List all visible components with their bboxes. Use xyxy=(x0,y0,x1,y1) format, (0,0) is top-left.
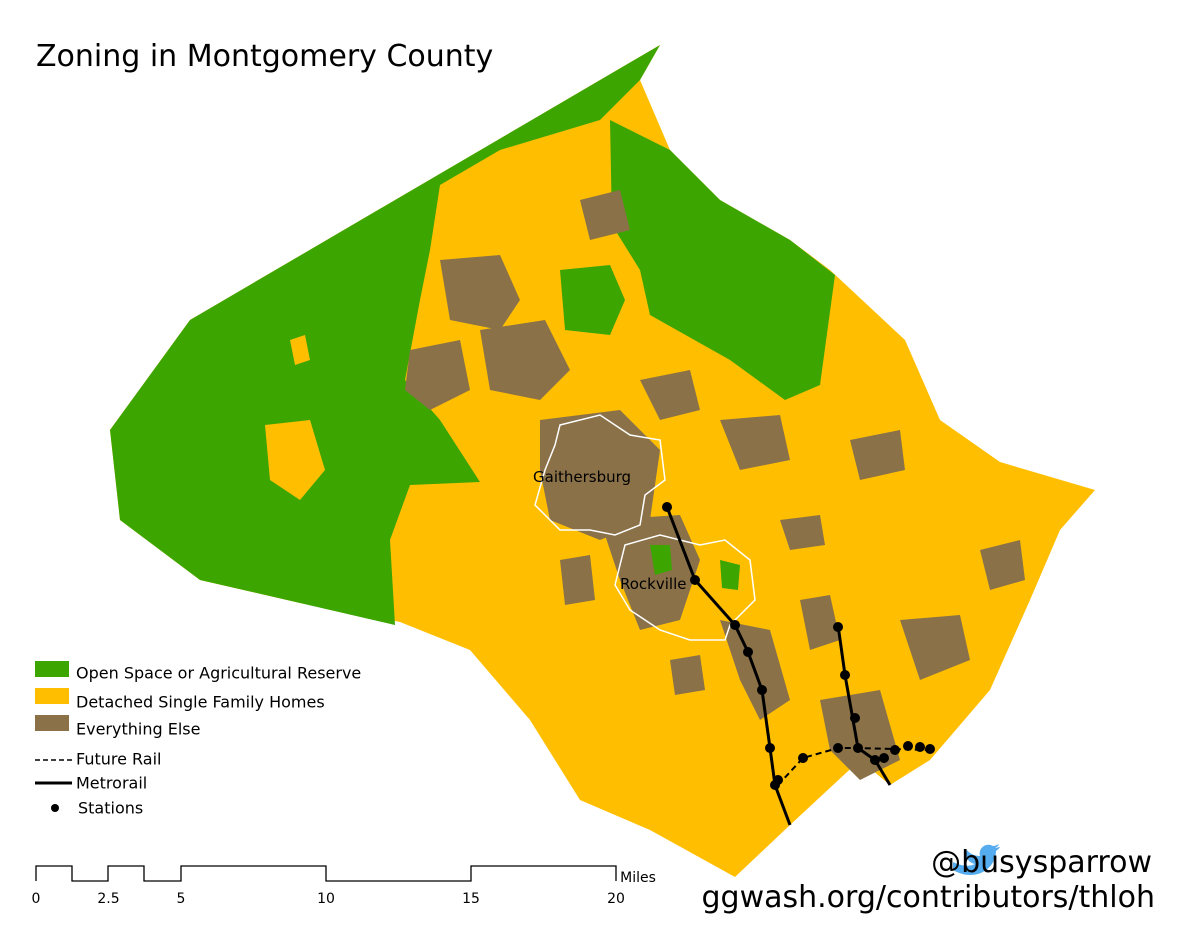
scale-bar: Miles 0 2.5 5 10 15 20 xyxy=(32,865,656,907)
legend-label: Stations xyxy=(78,799,143,818)
scale-line xyxy=(35,865,617,882)
legend-label: Everything Else xyxy=(76,720,200,739)
agricultural-patch xyxy=(560,265,625,335)
stations xyxy=(662,502,935,790)
agricultural-reserve xyxy=(110,45,660,625)
legend-label: Metrorail xyxy=(76,774,147,793)
legend-swatch xyxy=(35,661,69,677)
legend: Open Space or Agricultural Reserve Detac… xyxy=(35,661,361,818)
county xyxy=(110,45,1095,877)
scale-tick-label: 20 xyxy=(607,891,625,907)
legend-label: Open Space or Agricultural Reserve xyxy=(76,664,361,683)
residential-patch xyxy=(265,420,325,500)
legend-swatch xyxy=(35,688,69,704)
agricultural-reserve-ne xyxy=(610,120,835,400)
residential-patch xyxy=(290,335,310,365)
credit-url: ggwash.org/contributors/thloh xyxy=(701,880,1155,915)
twitter-icon xyxy=(953,844,1000,875)
legend-label: Detached Single Family Homes xyxy=(76,693,325,712)
scale-tick-label: 2.5 xyxy=(97,891,119,907)
legend-dot xyxy=(51,804,59,812)
park xyxy=(650,545,672,575)
scale-tick-label: 0 xyxy=(32,891,41,907)
place-label: Rockville xyxy=(620,575,686,593)
scale-unit: Miles xyxy=(620,870,656,886)
scale-tick-label: 10 xyxy=(317,891,335,907)
legend-swatch xyxy=(35,715,69,731)
other-zones xyxy=(405,190,1025,780)
scale-tick-label: 15 xyxy=(462,891,480,907)
legend-label: Future Rail xyxy=(76,750,162,769)
map-title: Zoning in Montgomery County xyxy=(36,39,493,74)
credits: @busysparrow ggwash.org/contributors/thl… xyxy=(701,844,1155,915)
park xyxy=(720,560,740,590)
place-label: Gaithersburg xyxy=(533,468,631,486)
scale-tick-label: 5 xyxy=(177,891,186,907)
twitter-handle: @busysparrow xyxy=(931,845,1152,880)
